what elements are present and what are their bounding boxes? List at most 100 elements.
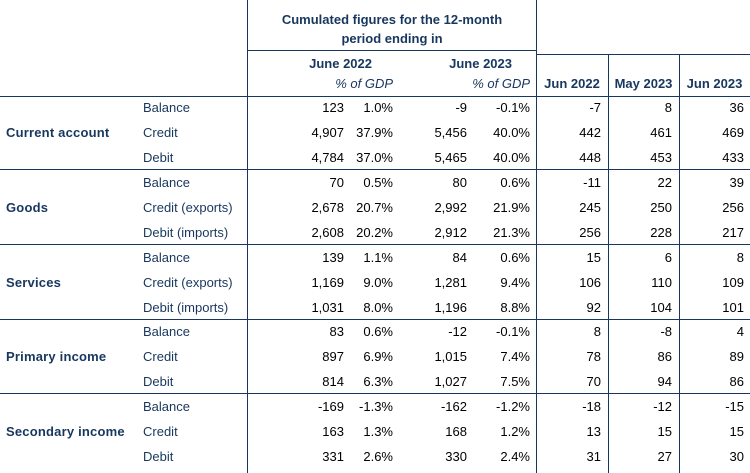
value-june-2022: 331 bbox=[322, 449, 344, 464]
value-month-may-2023: 86 bbox=[657, 349, 672, 364]
hline-section-4 bbox=[0, 393, 750, 394]
value-month-jun-2023: 217 bbox=[722, 225, 744, 240]
section-name: Services bbox=[6, 275, 62, 290]
value-june-2023: 1,015 bbox=[434, 349, 467, 364]
value-june-2022: 2,678 bbox=[311, 200, 344, 215]
value-month-jun-2022: 15 bbox=[586, 250, 601, 265]
value-june-2023: 80 bbox=[452, 175, 467, 190]
pct-june-2022: 37.9% bbox=[356, 125, 393, 140]
value-month-jun-2023: 433 bbox=[722, 150, 744, 165]
value-month-jun-2022: 78 bbox=[586, 349, 601, 364]
pct-june-2023: -0.1% bbox=[496, 324, 530, 339]
value-month-jun-2022: 442 bbox=[579, 125, 601, 140]
value-june-2023: 5,456 bbox=[434, 125, 467, 140]
value-june-2022: 1,169 bbox=[311, 275, 344, 290]
pct-june-2022: 20.2% bbox=[356, 225, 393, 240]
hline-header-split bbox=[248, 50, 536, 51]
row-label: Debit bbox=[143, 150, 174, 165]
value-june-2022: -169 bbox=[317, 399, 344, 414]
hline-section-2 bbox=[0, 244, 750, 245]
value-june-2023: 84 bbox=[452, 250, 467, 265]
row-label: Debit (imports) bbox=[143, 300, 229, 315]
hline-section-1 bbox=[0, 169, 750, 170]
value-month-may-2023: 250 bbox=[650, 200, 672, 215]
pct-june-2023: 40.0% bbox=[493, 125, 530, 140]
section-name: Current account bbox=[6, 125, 110, 140]
value-june-2023: -9 bbox=[455, 100, 467, 115]
pct-june-2023: 1.2% bbox=[500, 424, 530, 439]
value-month-jun-2023: 101 bbox=[722, 300, 744, 315]
value-june-2023: -162 bbox=[440, 399, 467, 414]
value-month-may-2023: 110 bbox=[651, 275, 672, 290]
value-month-jun-2023: 8 bbox=[736, 250, 744, 265]
vline-monthly-block bbox=[536, 0, 537, 473]
pct-june-2023: 7.4% bbox=[500, 349, 530, 364]
value-month-jun-2023: -15 bbox=[725, 399, 744, 414]
row-label: Debit bbox=[143, 374, 174, 389]
vline-month-3 bbox=[679, 54, 680, 473]
value-month-may-2023: 6 bbox=[664, 250, 672, 265]
section-name: Goods bbox=[6, 200, 49, 215]
pct-june-2022: 20.7% bbox=[356, 200, 393, 215]
row-label: Balance bbox=[143, 175, 190, 190]
pct-june-2022: 1.1% bbox=[363, 250, 393, 265]
pct-june-2023: 2.4% bbox=[500, 449, 530, 464]
row-label: Balance bbox=[143, 324, 190, 339]
pct-june-2023: 8.8% bbox=[500, 300, 530, 315]
value-month-jun-2022: 70 bbox=[586, 374, 601, 389]
header-pct-gdp-2023: % of GDP bbox=[472, 76, 530, 91]
hline-month-top bbox=[537, 54, 750, 55]
pct-june-2022: 1.0% bbox=[363, 100, 393, 115]
value-june-2023: 168 bbox=[445, 424, 467, 439]
value-month-jun-2023: 36 bbox=[729, 100, 744, 115]
pct-june-2022: 9.0% bbox=[363, 275, 393, 290]
pct-june-2023: 21.3% bbox=[493, 225, 530, 240]
row-label: Credit bbox=[143, 424, 178, 439]
value-month-jun-2023: 109 bbox=[722, 275, 744, 290]
value-june-2022: 814 bbox=[322, 374, 344, 389]
value-june-2022: 139 bbox=[322, 250, 344, 265]
value-june-2022: 70 bbox=[329, 175, 344, 190]
value-month-may-2023: -8 bbox=[660, 324, 672, 339]
pct-june-2023: -1.2% bbox=[496, 399, 530, 414]
row-label: Balance bbox=[143, 100, 190, 115]
value-june-2022: 897 bbox=[322, 349, 344, 364]
row-label: Debit bbox=[143, 449, 174, 464]
header-june-2022: June 2022 bbox=[309, 56, 372, 71]
pct-june-2022: 0.5% bbox=[363, 175, 393, 190]
row-label: Debit (imports) bbox=[143, 225, 229, 240]
value-month-jun-2023: 30 bbox=[729, 449, 744, 464]
value-june-2023: 2,912 bbox=[434, 225, 467, 240]
value-month-jun-2023: 89 bbox=[729, 349, 744, 364]
value-month-jun-2022: -11 bbox=[583, 175, 601, 190]
value-june-2023: 1,196 bbox=[434, 300, 467, 315]
value-june-2023: 1,027 bbox=[434, 374, 467, 389]
value-month-may-2023: 104 bbox=[650, 300, 672, 315]
value-june-2023: -12 bbox=[448, 324, 467, 339]
value-june-2022: 83 bbox=[329, 324, 344, 339]
value-month-jun-2022: 31 bbox=[586, 449, 601, 464]
value-june-2022: 4,907 bbox=[311, 125, 344, 140]
value-month-jun-2023: 4 bbox=[736, 324, 744, 339]
value-june-2022: 4,784 bbox=[311, 150, 344, 165]
value-month-may-2023: 15 bbox=[657, 424, 672, 439]
header-month-jun-2022: Jun 2022 bbox=[544, 76, 600, 91]
row-label: Balance bbox=[143, 250, 190, 265]
value-month-jun-2023: 39 bbox=[729, 175, 744, 190]
row-label: Credit (exports) bbox=[143, 275, 233, 290]
pct-june-2023: 0.6% bbox=[500, 175, 530, 190]
value-month-may-2023: 453 bbox=[650, 150, 672, 165]
value-month-jun-2022: 13 bbox=[586, 424, 601, 439]
pct-june-2022: 1.3% bbox=[363, 424, 393, 439]
value-june-2023: 2,992 bbox=[434, 200, 467, 215]
value-month-jun-2023: 469 bbox=[722, 125, 744, 140]
row-label: Balance bbox=[143, 399, 190, 414]
pct-june-2023: 40.0% bbox=[493, 150, 530, 165]
pct-june-2022: -1.3% bbox=[359, 399, 393, 414]
value-month-may-2023: 8 bbox=[664, 100, 672, 115]
pct-june-2022: 8.0% bbox=[363, 300, 393, 315]
pct-june-2022: 0.6% bbox=[363, 324, 393, 339]
header-pct-gdp-2022: % of GDP bbox=[335, 76, 393, 91]
header-month-jun-2023: Jun 2023 bbox=[686, 76, 743, 91]
pct-june-2022: 6.3% bbox=[363, 374, 393, 389]
